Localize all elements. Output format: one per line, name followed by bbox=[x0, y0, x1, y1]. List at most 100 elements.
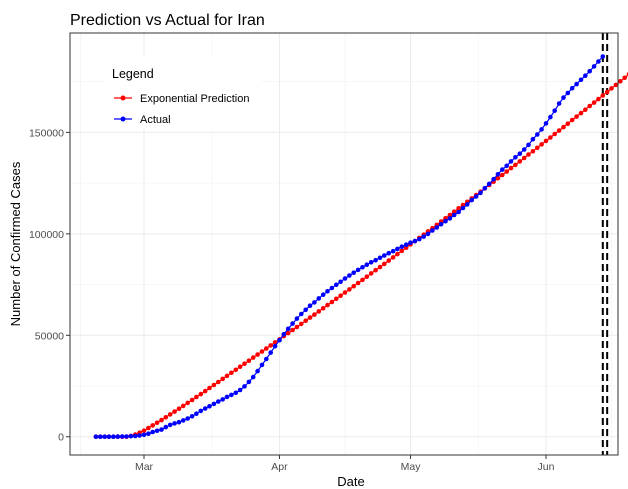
data-point bbox=[224, 394, 230, 400]
data-point bbox=[277, 337, 282, 343]
data-point bbox=[425, 231, 431, 237]
data-point bbox=[207, 404, 212, 409]
data-point bbox=[373, 257, 378, 263]
data-point bbox=[565, 90, 571, 96]
data-point bbox=[513, 155, 518, 160]
data-point bbox=[513, 162, 518, 168]
data-point bbox=[465, 202, 470, 207]
data-point bbox=[290, 321, 295, 326]
data-point bbox=[600, 93, 606, 98]
data-point bbox=[591, 100, 597, 105]
data-point bbox=[500, 167, 505, 172]
data-point bbox=[229, 370, 234, 376]
data-point bbox=[622, 75, 627, 81]
data-point bbox=[194, 411, 199, 417]
data-point bbox=[478, 190, 483, 196]
data-point bbox=[259, 349, 265, 354]
x-tick-label: May bbox=[401, 461, 422, 473]
data-point bbox=[399, 244, 405, 249]
data-point bbox=[316, 309, 322, 314]
data-point bbox=[242, 361, 247, 367]
data-point bbox=[596, 96, 601, 102]
data-point bbox=[141, 432, 147, 438]
data-point bbox=[172, 409, 177, 414]
y-tick-label: 0 bbox=[58, 432, 64, 444]
y-tick-label: 100000 bbox=[29, 229, 64, 241]
data-point bbox=[211, 401, 217, 407]
data-point bbox=[486, 181, 492, 187]
data-point bbox=[320, 306, 326, 311]
data-point bbox=[154, 420, 160, 426]
data-point bbox=[368, 260, 374, 265]
data-point bbox=[535, 132, 540, 137]
data-point bbox=[167, 412, 173, 417]
data-point bbox=[521, 147, 527, 152]
data-point bbox=[438, 222, 444, 227]
data-point bbox=[299, 321, 304, 327]
data-point bbox=[320, 292, 326, 298]
y-axis: 0 50000 100000 150000 bbox=[29, 127, 70, 444]
data-point bbox=[237, 387, 243, 393]
panel-border bbox=[69, 32, 619, 456]
data-point bbox=[216, 399, 221, 404]
data-point bbox=[176, 419, 182, 425]
data-point bbox=[368, 271, 374, 276]
legend-key-point bbox=[120, 95, 126, 101]
data-point bbox=[111, 434, 116, 440]
data-point bbox=[447, 216, 453, 221]
legend-label: Exponential Prediction bbox=[140, 93, 249, 105]
data-point bbox=[224, 373, 230, 379]
data-point bbox=[517, 151, 523, 156]
data-point bbox=[159, 417, 164, 423]
data-point bbox=[316, 296, 322, 301]
data-point bbox=[460, 205, 466, 211]
data-point bbox=[102, 434, 107, 440]
legend-key-point bbox=[120, 116, 126, 122]
chart-title: Prediction vs Actual for Iran bbox=[70, 12, 265, 29]
data-point bbox=[552, 131, 557, 137]
data-point bbox=[176, 406, 182, 412]
x-tick-label: Jun bbox=[538, 461, 555, 473]
data-point bbox=[543, 138, 549, 144]
data-point bbox=[399, 248, 405, 254]
data-point bbox=[613, 82, 619, 88]
data-point bbox=[146, 425, 151, 431]
data-point bbox=[473, 194, 479, 199]
data-point bbox=[233, 390, 239, 396]
data-point bbox=[181, 418, 186, 423]
data-point bbox=[325, 289, 330, 294]
data-point bbox=[207, 385, 212, 391]
data-point bbox=[360, 265, 365, 270]
data-point bbox=[403, 242, 409, 247]
data-point bbox=[443, 218, 448, 224]
legend-background bbox=[104, 57, 262, 129]
data-point bbox=[299, 311, 304, 317]
data-point bbox=[246, 379, 252, 385]
data-point bbox=[272, 343, 278, 349]
vertical-reference-lines bbox=[601, 33, 609, 455]
data-point bbox=[539, 142, 544, 147]
data-point bbox=[281, 332, 287, 337]
data-point bbox=[150, 429, 155, 435]
data-point bbox=[355, 280, 361, 286]
data-point bbox=[495, 172, 501, 177]
data-point bbox=[119, 434, 125, 439]
legend-items: Exponential Prediction Actual bbox=[114, 93, 249, 126]
data-point bbox=[285, 326, 291, 332]
data-point bbox=[194, 394, 199, 400]
data-point bbox=[539, 127, 544, 132]
data-point bbox=[150, 423, 155, 428]
data-point bbox=[303, 318, 309, 324]
data-point bbox=[395, 246, 400, 252]
data-point bbox=[417, 236, 422, 242]
data-point bbox=[521, 155, 527, 161]
data-point bbox=[141, 428, 147, 434]
data-point bbox=[583, 107, 588, 112]
x-axis: Mar Apr May Jun bbox=[135, 455, 555, 473]
data-point bbox=[115, 434, 121, 439]
y-axis-title: Number of Confirmed Cases bbox=[8, 161, 23, 326]
data-point bbox=[189, 414, 195, 419]
data-point bbox=[211, 382, 217, 388]
data-point bbox=[600, 54, 606, 59]
data-point bbox=[377, 264, 383, 270]
